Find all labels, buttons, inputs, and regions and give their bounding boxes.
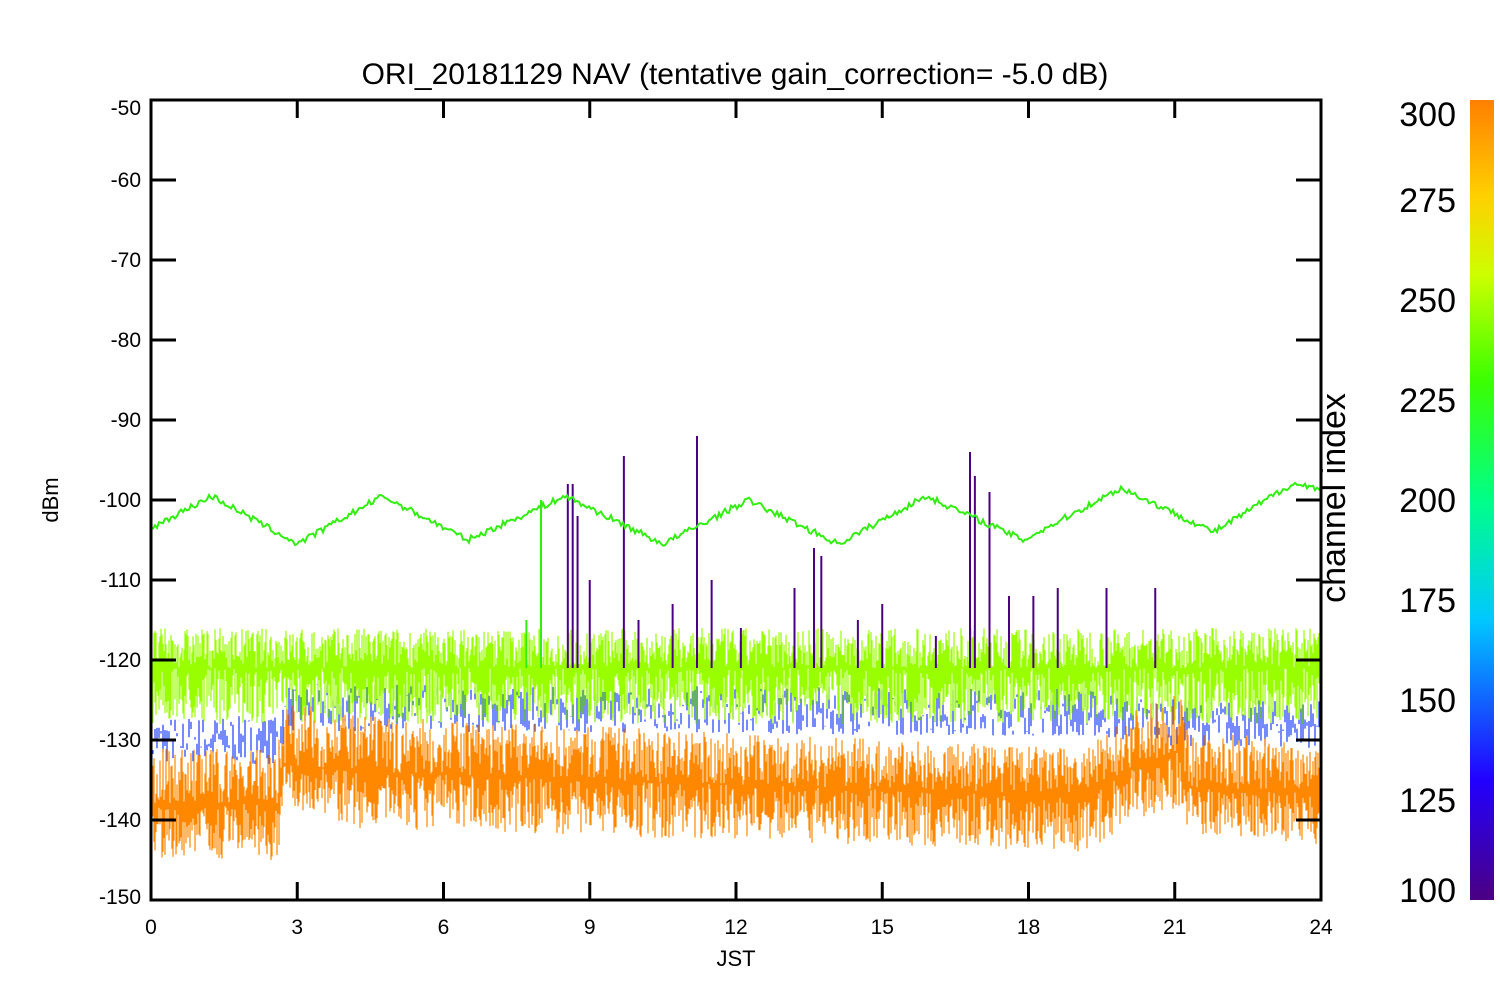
y-tick-label: -100 bbox=[99, 489, 141, 512]
series-channel-260 bbox=[151, 628, 1321, 724]
x-axis-label: JST bbox=[716, 946, 755, 971]
colorbar-tick-label: 200 bbox=[1399, 482, 1456, 520]
colorbar-tick-label: 300 bbox=[1399, 96, 1456, 134]
y-tick-label: -80 bbox=[111, 329, 141, 352]
plot-area bbox=[151, 436, 1321, 860]
y-tick-label: -120 bbox=[99, 649, 141, 672]
x-tick-label: 3 bbox=[291, 916, 303, 939]
y-axis: -50 -60 -70 -80 -90 -100 -110 -120 -130 -140 -150 bbox=[99, 97, 1321, 909]
x-tick-label: 9 bbox=[584, 916, 596, 939]
y-axis-label: dBm bbox=[38, 477, 63, 522]
series-channel-230 bbox=[151, 481, 1321, 547]
colorbar-tick-label: 125 bbox=[1399, 782, 1456, 820]
colorbar-tick-label: 225 bbox=[1399, 382, 1456, 420]
x-tick-label: 15 bbox=[871, 916, 894, 939]
colorbar-tick-label: 100 bbox=[1399, 872, 1456, 910]
series-channel-290 bbox=[151, 696, 1321, 860]
y-tick-label: -60 bbox=[111, 169, 141, 192]
y-tick-label: -90 bbox=[111, 409, 141, 432]
x-tick-label: 18 bbox=[1017, 916, 1040, 939]
x-tick-label: 0 bbox=[145, 916, 157, 939]
y-tick-label: -110 bbox=[101, 569, 141, 592]
colorbar-tick-label: 275 bbox=[1399, 182, 1456, 220]
colorbar-label: channel index bbox=[1315, 393, 1353, 603]
x-tick-label: 12 bbox=[724, 916, 747, 939]
series-channel-150 bbox=[151, 684, 1321, 764]
colorbar bbox=[1470, 100, 1494, 900]
chart-title: ORI_20181129 NAV (tentative gain_correct… bbox=[362, 58, 1109, 91]
colorbar-tick-label: 250 bbox=[1399, 282, 1456, 320]
x-tick-label: 21 bbox=[1163, 916, 1186, 939]
colorbar-tick-label: 150 bbox=[1399, 682, 1456, 720]
colorbar-tick-label: 175 bbox=[1399, 582, 1456, 620]
y-tick-label: -70 bbox=[111, 249, 141, 272]
y-tick-label: -140 bbox=[99, 809, 141, 832]
x-axis: 0 3 6 9 12 15 18 21 24 bbox=[145, 100, 1333, 939]
colorbar-ticks: 300 275 250 225 200 175 150 125 100 bbox=[1399, 96, 1456, 910]
y-tick-label: -50 bbox=[111, 97, 141, 120]
y-tick-label: -130 bbox=[99, 729, 141, 752]
x-tick-label: 6 bbox=[438, 916, 450, 939]
x-tick-label: 24 bbox=[1309, 916, 1333, 939]
y-tick-label: -150 bbox=[99, 886, 141, 909]
